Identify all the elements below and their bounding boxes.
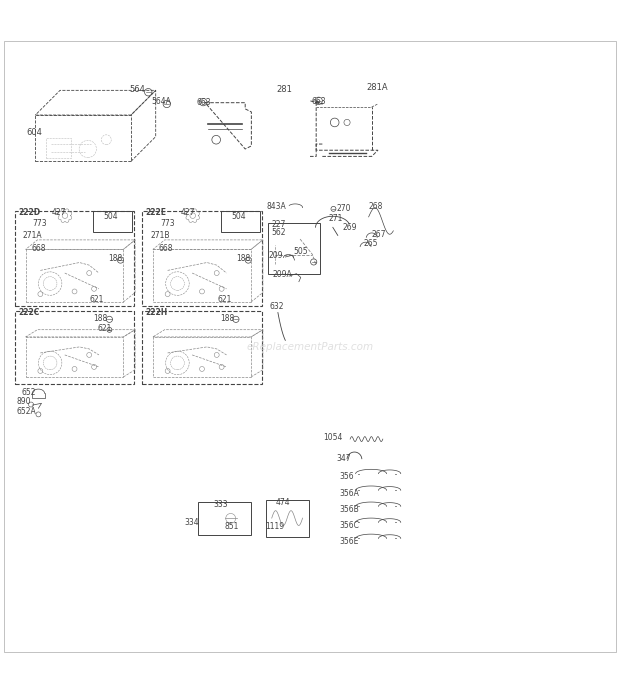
Bar xyxy=(15,211,134,306)
Text: 890: 890 xyxy=(17,397,32,406)
Text: 270: 270 xyxy=(337,204,351,213)
Bar xyxy=(198,502,251,535)
Text: 222C: 222C xyxy=(18,308,40,317)
Text: 505: 505 xyxy=(293,247,308,256)
Text: 604: 604 xyxy=(26,128,42,137)
Bar xyxy=(265,500,309,536)
Text: 663: 663 xyxy=(312,97,327,106)
Bar xyxy=(15,310,134,383)
Text: 227: 227 xyxy=(272,220,286,229)
Bar xyxy=(268,223,320,274)
Bar xyxy=(142,310,262,383)
Text: 333: 333 xyxy=(214,500,228,509)
Text: 504: 504 xyxy=(104,212,118,221)
Text: 621: 621 xyxy=(97,324,112,333)
Text: 271B: 271B xyxy=(151,231,170,240)
Text: 427: 427 xyxy=(180,208,195,217)
Text: 668: 668 xyxy=(159,244,173,253)
Text: 188: 188 xyxy=(108,254,122,263)
Text: 269: 269 xyxy=(342,223,356,232)
Text: 268: 268 xyxy=(368,202,383,211)
Bar xyxy=(93,211,132,232)
Text: 271: 271 xyxy=(329,214,343,223)
Text: 271A: 271A xyxy=(23,231,43,240)
Text: 1054: 1054 xyxy=(324,433,343,442)
Text: 843A: 843A xyxy=(267,202,286,211)
Text: eReplacementParts.com: eReplacementParts.com xyxy=(246,342,374,351)
Text: 663: 663 xyxy=(197,98,211,107)
Bar xyxy=(142,211,262,306)
Text: 188: 188 xyxy=(221,313,235,322)
Text: 773: 773 xyxy=(32,219,47,228)
Text: 652: 652 xyxy=(21,387,35,396)
Text: 504: 504 xyxy=(231,212,246,221)
Text: 356B: 356B xyxy=(340,505,360,514)
Text: 356A: 356A xyxy=(340,489,360,498)
Text: 281: 281 xyxy=(276,85,292,94)
Text: 334: 334 xyxy=(184,518,199,527)
Text: 222D: 222D xyxy=(18,208,40,217)
Text: 668: 668 xyxy=(31,244,45,253)
Text: 356: 356 xyxy=(340,472,354,481)
Text: 621: 621 xyxy=(90,295,104,304)
Text: 265: 265 xyxy=(363,239,378,248)
Text: 621: 621 xyxy=(218,295,232,304)
Text: 356C: 356C xyxy=(340,521,360,530)
Text: 632: 632 xyxy=(270,302,285,311)
Text: 267: 267 xyxy=(372,229,386,238)
Text: 281A: 281A xyxy=(367,82,388,91)
Text: 564: 564 xyxy=(130,85,146,94)
Text: 427: 427 xyxy=(52,208,66,217)
Text: 209A: 209A xyxy=(273,270,293,279)
Text: 209: 209 xyxy=(268,252,283,261)
Text: 347: 347 xyxy=(337,454,351,463)
Text: 1119: 1119 xyxy=(265,522,285,531)
Text: 188: 188 xyxy=(236,254,250,263)
Text: 188: 188 xyxy=(93,313,107,322)
Text: 564A: 564A xyxy=(151,97,171,106)
Text: 773: 773 xyxy=(161,219,175,228)
Text: 851: 851 xyxy=(225,522,239,531)
Text: 474: 474 xyxy=(276,498,291,507)
Text: 356E: 356E xyxy=(340,537,359,546)
Text: 222E: 222E xyxy=(145,208,166,217)
Text: 222H: 222H xyxy=(145,308,167,317)
Text: 652A: 652A xyxy=(17,407,37,416)
Bar xyxy=(221,211,260,232)
Text: 562: 562 xyxy=(272,229,286,238)
